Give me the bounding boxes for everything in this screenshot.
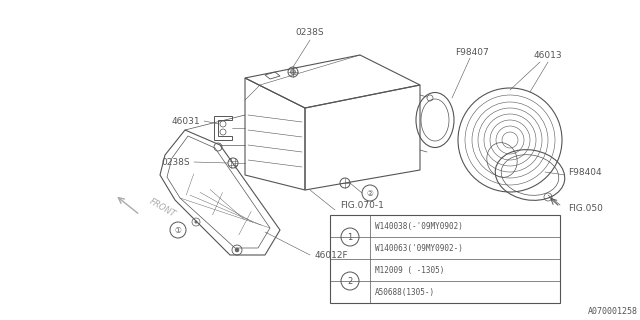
Text: 0238S: 0238S xyxy=(161,157,190,166)
Circle shape xyxy=(195,220,198,223)
Text: F98407: F98407 xyxy=(455,47,489,57)
Text: 46012F: 46012F xyxy=(315,251,349,260)
Text: FIG.050: FIG.050 xyxy=(568,204,603,212)
Text: 0238S: 0238S xyxy=(296,28,324,36)
Text: ②: ② xyxy=(367,188,373,197)
Text: W140038(-'09MY0902): W140038(-'09MY0902) xyxy=(375,221,463,230)
Circle shape xyxy=(291,69,296,75)
Text: W140063('09MY0902-): W140063('09MY0902-) xyxy=(375,244,463,252)
Text: A50688(1305-): A50688(1305-) xyxy=(375,287,435,297)
Text: 2: 2 xyxy=(348,276,353,285)
Text: M12009 ( -1305): M12009 ( -1305) xyxy=(375,266,444,275)
Text: 46031: 46031 xyxy=(172,116,200,125)
Text: FIG.070-1: FIG.070-1 xyxy=(340,201,384,210)
Text: ①: ① xyxy=(175,226,181,235)
Text: F98404: F98404 xyxy=(568,167,602,177)
Text: 1: 1 xyxy=(348,233,353,242)
Circle shape xyxy=(235,248,239,252)
Text: A070001258: A070001258 xyxy=(588,307,638,316)
Text: FRONT: FRONT xyxy=(148,197,177,219)
Text: 46013: 46013 xyxy=(534,51,563,60)
Bar xyxy=(330,215,560,303)
